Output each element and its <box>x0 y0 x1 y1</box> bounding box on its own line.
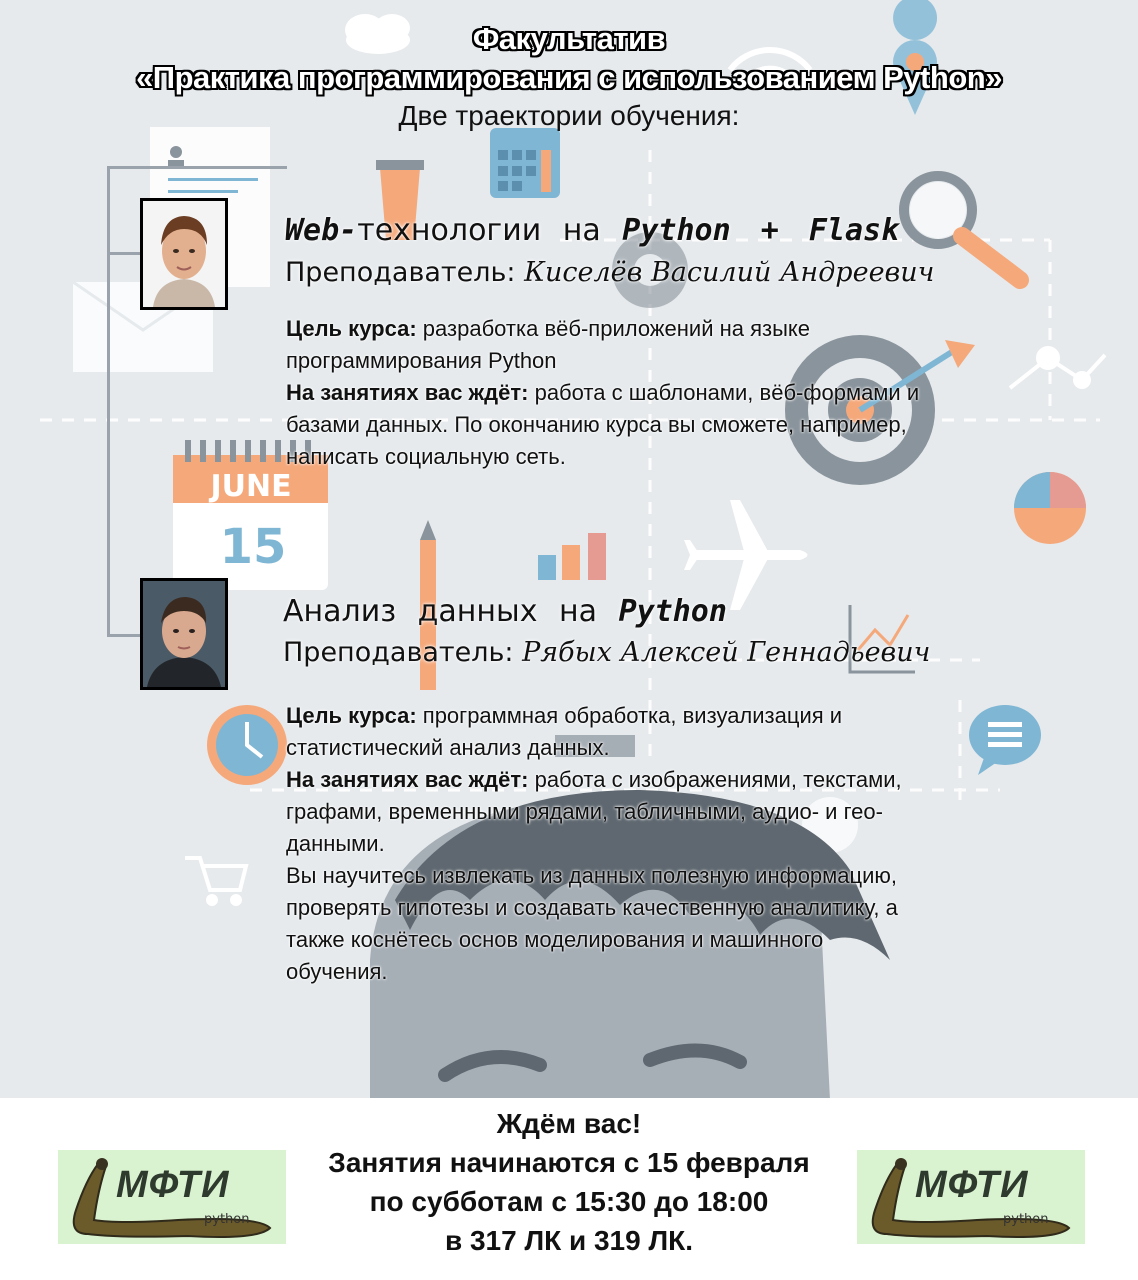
clock-icon <box>207 705 287 785</box>
connector-line-top <box>107 166 287 169</box>
course2-description: Цель курса: программная обработка, визуа… <box>286 700 926 988</box>
wifi-icon <box>727 47 813 84</box>
course1-title-text: технологии на <box>357 213 601 248</box>
page-title: Факультатив <box>472 21 666 56</box>
connector-line-vertical <box>107 166 110 636</box>
magnifier-icon <box>899 171 977 249</box>
snake-icon <box>72 1158 272 1238</box>
footer-line2: Занятия начинаются с 15 февраля <box>328 1147 810 1178</box>
logo-sub: python <box>204 1212 250 1227</box>
course1-teacher: Преподаватель: Киселёв Василий Андреевич <box>285 255 934 291</box>
footer-line3: по субботам с 15:30 до 18:00 <box>369 1186 769 1217</box>
connector-line-course2 <box>107 634 143 637</box>
footer-text: Ждём вас! Занятия начинаются с 15 феврал… <box>290 1104 848 1260</box>
mipt-python-logo-right: МФТИ python <box>857 1150 1085 1244</box>
pencil-icon <box>420 540 436 690</box>
course2-classes-text: работа с изображениями, текстами, графам… <box>286 767 902 856</box>
course1-classes-text: работа с шаблонами, вёб-формами и базами… <box>286 380 920 469</box>
calendar-icon: JUNE 15 <box>173 440 328 590</box>
page-subtitle: Две траектории обучения: <box>398 100 740 131</box>
cloud-icon <box>345 14 410 54</box>
background-illustration: JUNE 15 <box>40 0 1107 1100</box>
course-name: «Практика программирования с использован… <box>136 60 1002 95</box>
footer-line4: в 317 ЛК и 319 ЛК. <box>444 1225 693 1256</box>
course2-teacher-name: Рябых Алексей Геннадьевич <box>522 637 931 668</box>
connector-line-course1 <box>107 252 143 255</box>
trend-chart-icon <box>848 605 915 674</box>
network-chart-icon <box>1008 346 1107 390</box>
course2-title-python: Python <box>618 594 727 629</box>
logo-text: МФТИ <box>915 1164 1029 1206</box>
course2-teacher: Преподаватель: Рябых Алексей Геннадьевич <box>283 635 930 671</box>
course2-goal-label: Цель курса: <box>286 703 417 728</box>
course1-goal-label: Цель курса: <box>286 316 417 341</box>
logo-sub: python <box>1003 1212 1049 1227</box>
page-header: Факультатив «Практика программирования с… <box>0 20 1138 134</box>
battery-icon <box>555 735 635 757</box>
snake-icon <box>871 1158 1071 1238</box>
course1-goal-text: разработка вёб-приложений на языке прогр… <box>286 316 811 373</box>
person-head-illustration <box>370 790 890 1100</box>
bar-chart-icon <box>538 533 606 580</box>
course2-teacher-label: Преподаватель: <box>283 637 514 668</box>
logo-text: МФТИ <box>116 1164 230 1206</box>
course2-goal-text: программная обработка, визуализация и ст… <box>286 703 843 760</box>
course2-classes-label: На занятиях вас ждёт: <box>286 767 529 792</box>
pie-chart-icon <box>1014 472 1086 544</box>
course1-title-web: Web- <box>285 213 358 248</box>
coffee-cup-icon <box>380 168 420 240</box>
mipt-python-logo-left: МФТИ python <box>58 1150 286 1244</box>
chat-bubble-icon <box>969 705 1041 775</box>
footer-line1: Ждём вас! <box>496 1108 642 1139</box>
course2-title-text: Анализ данных на <box>283 594 598 629</box>
shopping-cart-icon <box>185 856 249 906</box>
course2-extra-text: Вы научитесь извлекать из данных полезну… <box>286 863 898 984</box>
course1-title: Web-технологии на Python + Flask <box>285 212 899 250</box>
calendar-day: 15 <box>220 519 287 575</box>
course1-description: Цель курса: разработка вёб-приложений на… <box>286 313 936 473</box>
airplane-icon <box>684 500 808 610</box>
calendar-month: JUNE <box>208 469 291 504</box>
course1-teacher-name: Киселёв Василий Андреевич <box>524 257 935 288</box>
map-pin-icon <box>893 0 938 115</box>
teacher-photo-kiselev <box>140 198 228 310</box>
course1-teacher-label: Преподаватель: <box>285 257 516 288</box>
course1-title-python: Python + Flask <box>622 213 900 248</box>
footer: МФТИ python Ждём вас! Занятия начинаются… <box>0 1098 1138 1280</box>
course1-classes-label: На занятиях вас ждёт: <box>286 380 529 405</box>
course2-title: Анализ данных на Python <box>283 593 727 631</box>
teacher-photo-ryabykh <box>140 578 228 690</box>
